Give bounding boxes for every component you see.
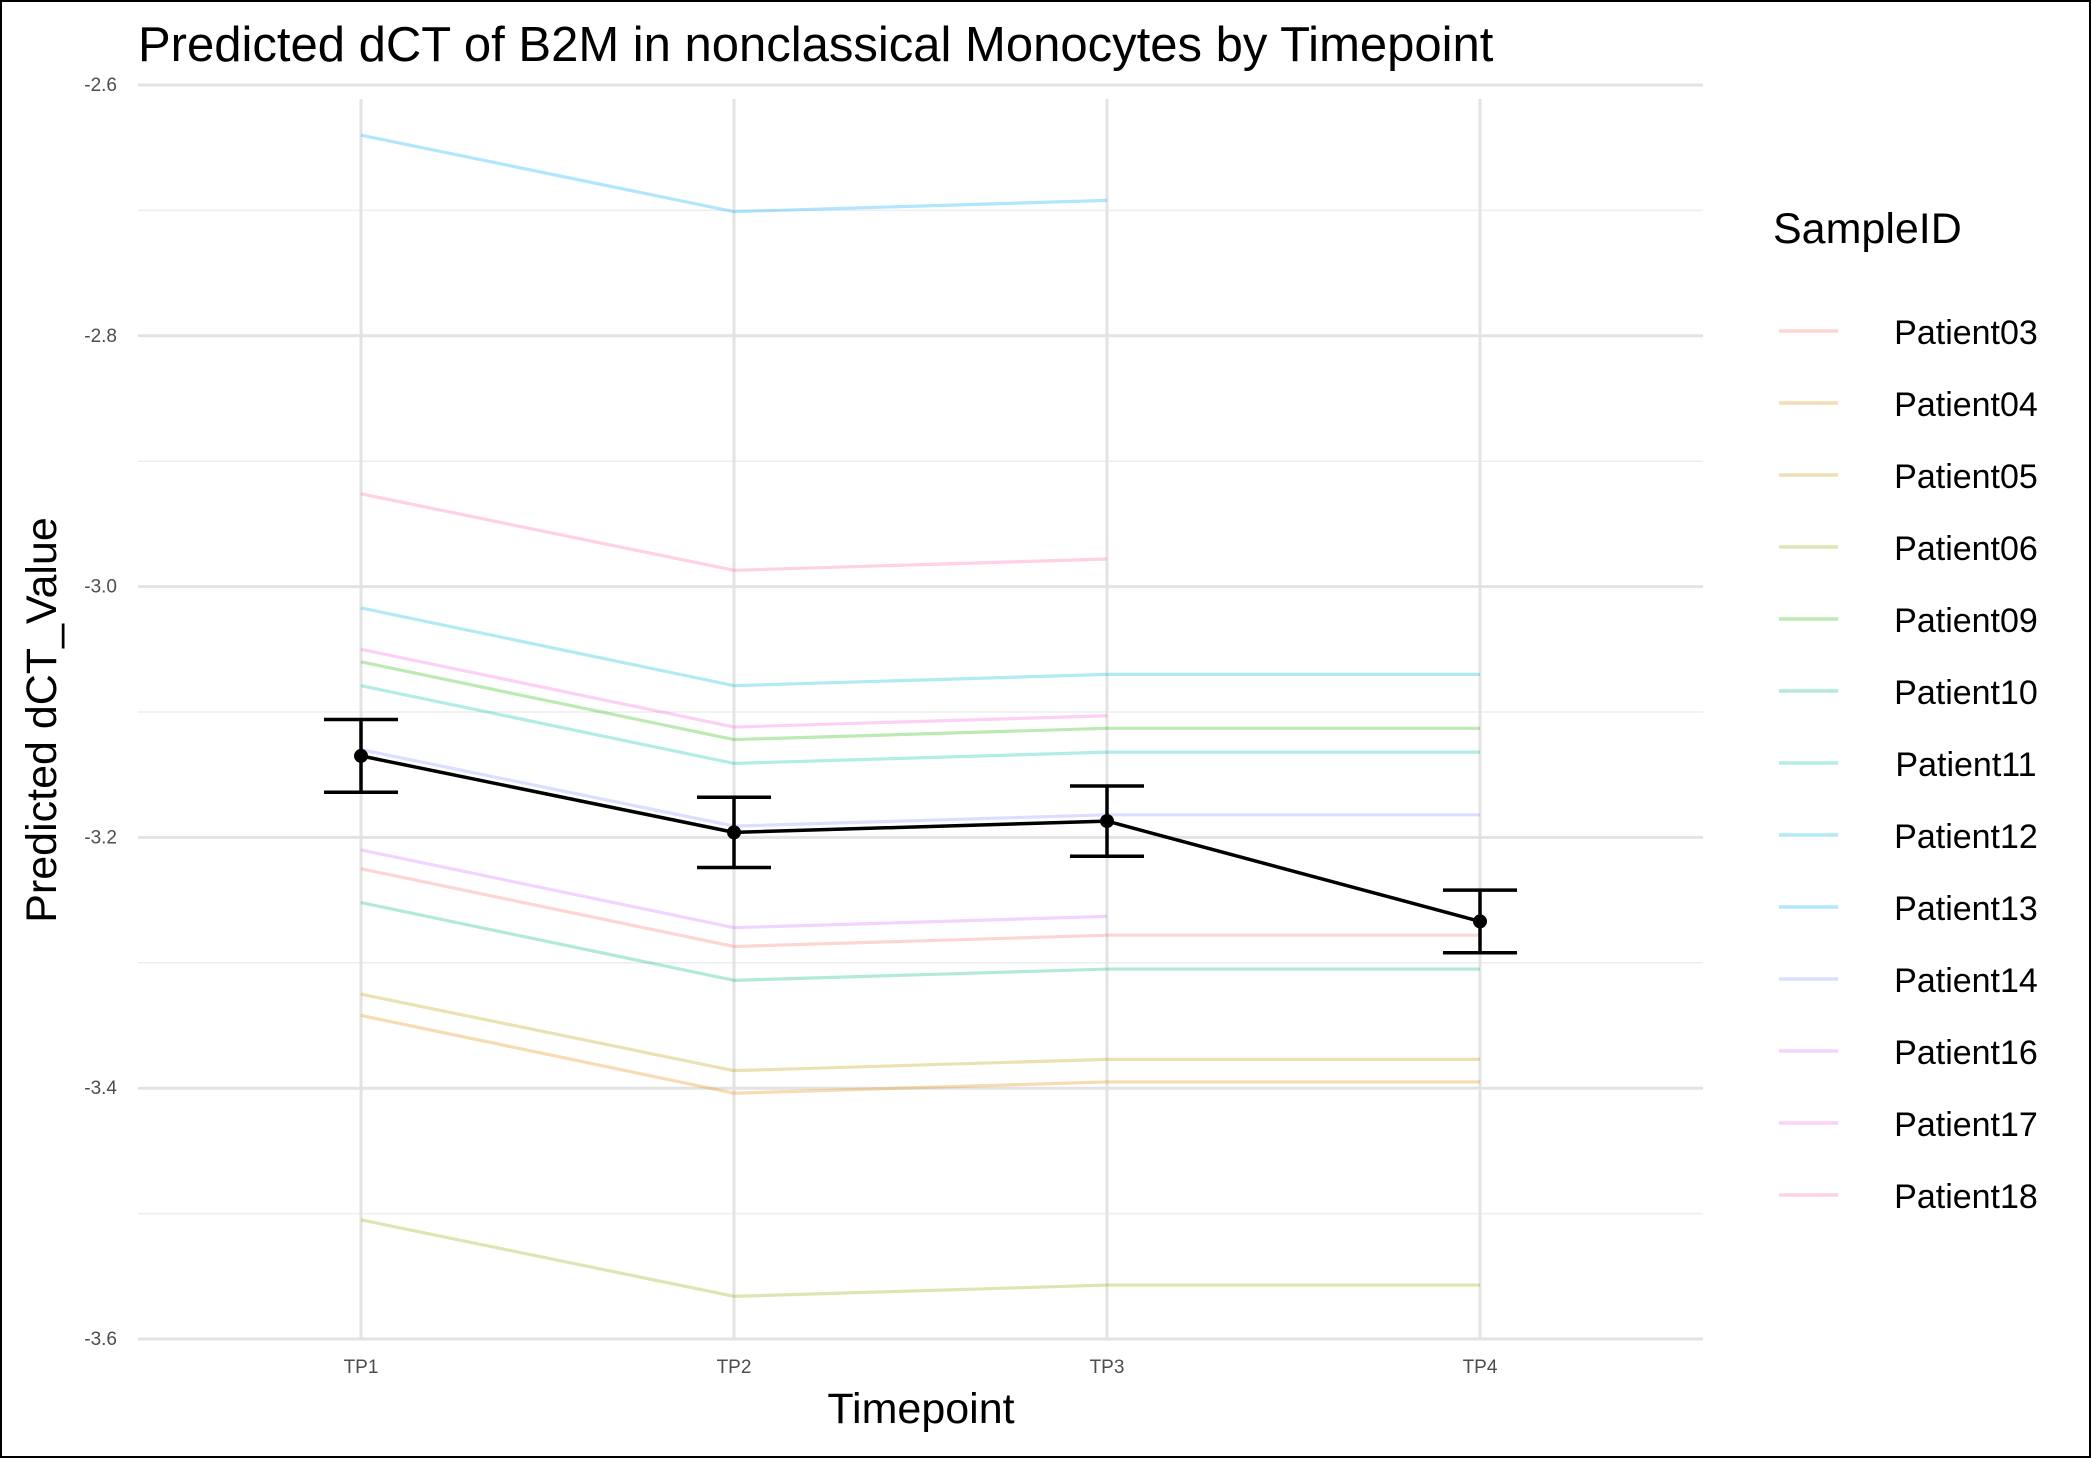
x-axis-ticks: TP1 TP2 TP3 TP4 [344, 1357, 1498, 1378]
series-line-patient18 [360, 492, 1108, 572]
legend-label-patient03: Patient03 [1894, 314, 2038, 352]
mean-line [360, 754, 1481, 924]
legend-items: Patient03 Patient04 Patient05 Patient06 Pati… [1779, 314, 2038, 1216]
legend-label-patient10: Patient10 [1894, 674, 2038, 712]
x-tick-label: TP2 [717, 1357, 752, 1378]
x-tick-label: TP3 [1090, 1357, 1125, 1378]
series-line-patient14 [360, 748, 1480, 828]
legend-label-patient05: Patient05 [1894, 458, 2038, 496]
legend-label-patient11: Patient11 [1895, 746, 2036, 784]
legend-label-patient16: Patient16 [1894, 1034, 2038, 1072]
series-line-patient10 [360, 901, 1480, 982]
mean-point [1473, 914, 1487, 929]
series-line-patient17 [360, 647, 1108, 729]
series-line-patient03 [360, 867, 1480, 949]
series-line-patient12 [360, 606, 1480, 688]
y-tick-label: -3.6 [84, 1329, 117, 1350]
y-tick-label: -3.0 [84, 577, 117, 598]
y-axis-label: Predicted dCT_Value [18, 517, 66, 923]
x-axis-label: Timepoint [827, 1385, 1014, 1433]
legend-label-patient18: Patient18 [1894, 1178, 2038, 1216]
legend-title: SampleID [1773, 205, 1962, 253]
series-line-patient05 [360, 992, 1480, 1073]
legend-label-patient17: Patient17 [1894, 1106, 2038, 1144]
mean-layer [324, 717, 1517, 955]
series-line-patient16 [360, 848, 1108, 930]
chart-title: Predicted dCT of B2M in nonclassical Mon… [138, 18, 1494, 72]
legend-label-patient14: Patient14 [1894, 962, 2038, 1000]
series-line-patient06 [360, 1218, 1480, 1298]
legend-label-patient06: Patient06 [1894, 530, 2038, 568]
series-line-patient13 [360, 133, 1108, 214]
y-tick-label: -2.6 [84, 75, 117, 96]
legend-label-patient04: Patient04 [1894, 386, 2038, 424]
legend-label-patient13: Patient13 [1894, 890, 2038, 928]
series-line-patient11 [360, 684, 1480, 766]
mean-point [1100, 814, 1114, 829]
y-tick-label: -3.2 [84, 827, 117, 848]
legend: SampleID Patient03Patient04Patient05Pati… [1773, 205, 2038, 1216]
mean-point [727, 825, 741, 840]
legend-label-patient09: Patient09 [1894, 602, 2038, 640]
series-line-patient04 [360, 1013, 1480, 1095]
series-lines [360, 133, 1480, 1298]
y-tick-label: -3.4 [84, 1078, 117, 1099]
mean-point [354, 748, 368, 763]
y-axis-ticks: -3.6 -3.4 -3.2 -3.0 -2.8 -2.6 [84, 75, 117, 1350]
series-line-patient09 [360, 660, 1480, 742]
x-tick-label: TP4 [1463, 1357, 1498, 1378]
grid [138, 83, 1703, 1341]
x-tick-label: TP1 [344, 1357, 379, 1378]
y-tick-label: -2.8 [84, 326, 117, 347]
legend-label-patient12: Patient12 [1894, 818, 2038, 856]
